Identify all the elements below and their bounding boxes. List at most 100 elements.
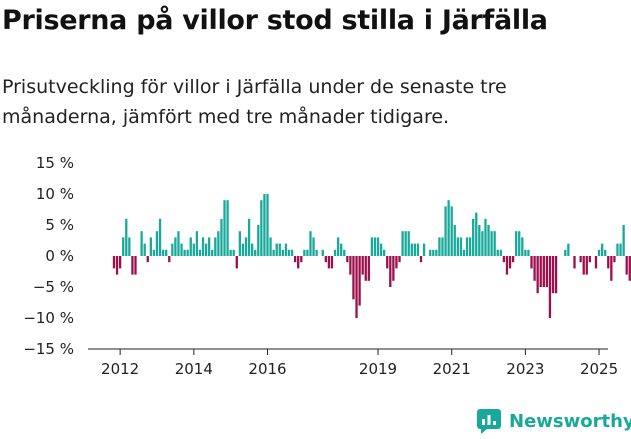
y-tick-label: 0 %	[45, 247, 74, 265]
bar	[444, 206, 447, 256]
bar	[511, 256, 515, 263]
x-tick-label: 2012	[101, 360, 139, 378]
bar	[155, 231, 159, 256]
y-tick-label: −5 %	[33, 278, 74, 296]
bar	[158, 218, 162, 256]
bar	[352, 256, 355, 300]
bar	[419, 256, 423, 263]
bar	[303, 249, 306, 256]
bar	[112, 256, 116, 269]
bar	[521, 237, 524, 256]
bar	[266, 194, 269, 256]
bar	[287, 249, 291, 256]
bar	[481, 231, 484, 256]
bar	[244, 237, 248, 256]
bar	[515, 231, 518, 256]
bar	[600, 243, 604, 256]
bar	[493, 231, 496, 256]
bar	[398, 256, 401, 263]
bar	[404, 231, 407, 256]
bar	[410, 243, 413, 256]
bar	[438, 237, 441, 256]
bar	[340, 243, 343, 256]
bar	[180, 243, 183, 256]
bar	[508, 256, 512, 269]
chart-subtitle: Prisutveckling för villor i Järfälla und…	[2, 76, 507, 128]
bar	[487, 225, 490, 256]
bar	[355, 256, 358, 318]
bar	[315, 249, 318, 256]
bar	[281, 249, 284, 256]
bar	[435, 249, 438, 256]
bar	[290, 249, 294, 256]
bar	[361, 256, 364, 275]
bar	[201, 237, 205, 256]
x-tick-label: 2021	[433, 360, 471, 378]
bar	[333, 249, 337, 256]
bar	[551, 256, 555, 294]
bar	[321, 249, 324, 256]
y-tick-label: −15 %	[23, 340, 74, 358]
brand-name: Newsworthy	[509, 410, 631, 432]
bar	[324, 256, 327, 263]
bar	[146, 256, 149, 263]
bar	[462, 249, 466, 256]
bar	[478, 225, 481, 256]
bar	[254, 249, 257, 256]
bar	[594, 256, 598, 269]
bar	[472, 218, 475, 256]
x-tick-label: 2025	[580, 360, 618, 378]
bar	[336, 237, 340, 256]
bar	[247, 218, 251, 256]
bar	[392, 256, 395, 281]
bar	[573, 256, 576, 269]
bar	[223, 200, 226, 256]
bar	[349, 256, 352, 275]
bar	[128, 237, 131, 256]
bar	[122, 237, 125, 256]
bar	[383, 249, 386, 256]
bar	[152, 249, 156, 256]
bar	[195, 231, 199, 256]
bar	[450, 206, 453, 256]
bar	[502, 256, 506, 263]
bar	[118, 256, 122, 269]
bar	[505, 256, 509, 275]
bar	[269, 237, 272, 256]
bar	[327, 256, 331, 269]
bar	[429, 249, 432, 256]
bar	[198, 249, 202, 256]
bar	[358, 256, 361, 306]
bar	[432, 249, 435, 256]
bar	[524, 249, 527, 256]
newsworthy-logo: Newsworthy	[476, 406, 631, 436]
bar	[395, 256, 398, 269]
bar	[604, 249, 607, 256]
bar	[588, 256, 591, 263]
bar-series	[112, 194, 631, 318]
bar	[186, 249, 189, 256]
y-tick-label: 5 %	[45, 216, 74, 234]
bar	[530, 256, 533, 269]
bar	[554, 256, 558, 294]
bar	[539, 256, 542, 287]
bar	[499, 249, 502, 256]
bar	[174, 237, 177, 256]
bar	[260, 200, 263, 256]
y-tick-label: 10 %	[36, 185, 74, 203]
bar	[585, 256, 588, 275]
bar	[607, 256, 610, 269]
x-tick-label: 2023	[506, 360, 544, 378]
bar	[441, 237, 444, 256]
bar	[300, 256, 303, 263]
bar	[548, 256, 552, 318]
bar	[168, 256, 171, 263]
bar	[567, 243, 570, 256]
newsworthy-chart-icon	[477, 409, 501, 434]
bar	[171, 243, 174, 256]
bar	[619, 243, 622, 256]
bar	[622, 225, 625, 256]
bar	[625, 256, 628, 275]
bar	[208, 237, 211, 256]
bar	[131, 256, 134, 275]
